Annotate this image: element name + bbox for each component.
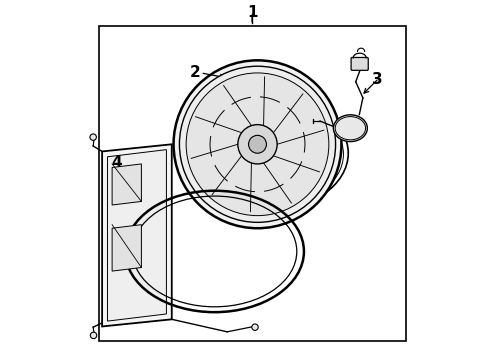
Ellipse shape <box>238 125 277 164</box>
Text: 3: 3 <box>372 72 383 87</box>
Ellipse shape <box>252 324 258 330</box>
Ellipse shape <box>179 66 336 222</box>
Ellipse shape <box>90 134 97 140</box>
Ellipse shape <box>333 115 368 141</box>
Bar <box>98 26 406 341</box>
Polygon shape <box>102 144 172 327</box>
Polygon shape <box>107 150 167 321</box>
FancyBboxPatch shape <box>351 58 368 70</box>
Text: 2: 2 <box>190 65 200 80</box>
Ellipse shape <box>186 73 329 216</box>
Ellipse shape <box>90 332 97 339</box>
Ellipse shape <box>248 135 267 153</box>
Text: 4: 4 <box>111 155 122 170</box>
Polygon shape <box>112 164 142 205</box>
Text: 1: 1 <box>247 5 257 19</box>
Ellipse shape <box>173 60 342 228</box>
Polygon shape <box>112 225 142 271</box>
